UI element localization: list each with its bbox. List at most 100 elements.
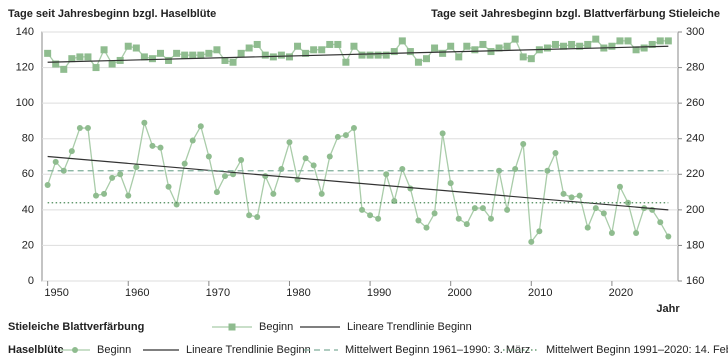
legend-label: Beginn xyxy=(259,321,293,333)
marker xyxy=(342,132,349,139)
marker xyxy=(503,42,511,50)
marker xyxy=(334,133,341,140)
marker xyxy=(286,139,293,146)
marker xyxy=(156,49,164,57)
marker xyxy=(527,55,535,63)
y2-tick-label: 300 xyxy=(686,26,704,38)
marker xyxy=(495,44,503,52)
marker xyxy=(415,217,422,224)
plot-frame xyxy=(41,31,679,282)
marker xyxy=(455,53,463,61)
marker xyxy=(479,40,487,48)
marker xyxy=(560,190,567,197)
legend-label: Mittelwert Beginn 1991–2020: 14. Februar xyxy=(546,344,728,356)
y-tick-label: 0 xyxy=(28,275,34,287)
marker xyxy=(197,51,205,59)
marker xyxy=(44,181,51,188)
marker xyxy=(149,142,156,149)
marker xyxy=(197,123,204,130)
marker xyxy=(221,56,229,64)
marker xyxy=(544,167,551,174)
marker xyxy=(600,210,607,217)
marker xyxy=(262,173,269,180)
marker xyxy=(447,180,454,187)
marker xyxy=(101,190,108,197)
marker xyxy=(608,42,616,50)
marker xyxy=(117,171,124,178)
marker xyxy=(423,55,431,63)
marker xyxy=(375,215,382,222)
marker xyxy=(205,49,213,57)
marker xyxy=(632,46,640,54)
marker xyxy=(108,60,116,68)
marker xyxy=(140,53,148,61)
marker xyxy=(109,174,116,181)
marker xyxy=(551,40,559,48)
marker xyxy=(608,229,615,236)
marker xyxy=(213,46,221,54)
y-tick-label: 140 xyxy=(16,26,34,38)
reference-line xyxy=(47,45,669,63)
marker xyxy=(665,233,672,240)
marker xyxy=(165,183,172,190)
marker xyxy=(568,194,575,201)
marker xyxy=(125,192,132,199)
marker xyxy=(100,46,108,54)
marker xyxy=(84,53,92,61)
marker xyxy=(326,40,334,48)
marker xyxy=(326,153,333,160)
y-tick-label: 40 xyxy=(22,204,34,216)
marker xyxy=(520,141,527,148)
legend-label: Beginn xyxy=(97,344,131,356)
marker xyxy=(237,49,245,57)
x-tick-label: 1980 xyxy=(286,287,310,299)
marker xyxy=(656,37,664,45)
marker xyxy=(84,125,91,132)
marker xyxy=(238,157,245,164)
marker xyxy=(157,144,164,151)
x-tick-label: 2000 xyxy=(447,287,471,299)
marker xyxy=(342,58,350,66)
marker xyxy=(334,40,342,48)
marker xyxy=(584,40,592,48)
marker xyxy=(68,55,76,63)
legend-label: Mittelwert Beginn 1961–1990: 3. März xyxy=(345,344,530,356)
marker xyxy=(431,210,438,217)
marker xyxy=(359,206,366,213)
marker xyxy=(640,44,648,52)
x-tick-label: 1960 xyxy=(125,287,149,299)
marker xyxy=(302,155,309,162)
marker xyxy=(246,212,253,219)
marker xyxy=(519,53,527,61)
legend-group: Haselblüte xyxy=(8,344,64,356)
marker xyxy=(528,238,535,245)
marker xyxy=(270,190,277,197)
marker xyxy=(471,46,479,54)
marker xyxy=(455,215,462,222)
marker xyxy=(657,219,664,226)
marker xyxy=(229,58,237,66)
marker xyxy=(398,37,406,45)
marker xyxy=(302,49,310,57)
marker xyxy=(52,60,60,68)
marker xyxy=(189,51,197,59)
marker xyxy=(254,213,261,220)
marker xyxy=(504,206,511,213)
marker xyxy=(228,323,236,331)
marker xyxy=(141,119,148,126)
marker xyxy=(423,224,430,231)
marker xyxy=(552,149,559,156)
marker xyxy=(382,51,390,59)
marker xyxy=(213,189,220,196)
marker xyxy=(576,192,583,199)
marker xyxy=(350,42,358,50)
marker xyxy=(350,125,357,132)
reference-line xyxy=(47,155,669,211)
x-tick-label: 1990 xyxy=(367,287,391,299)
marker xyxy=(512,165,519,172)
marker xyxy=(60,65,68,73)
y2-tick-label: 160 xyxy=(686,275,704,287)
marker xyxy=(52,158,59,165)
marker xyxy=(44,49,52,57)
marker xyxy=(616,183,623,190)
